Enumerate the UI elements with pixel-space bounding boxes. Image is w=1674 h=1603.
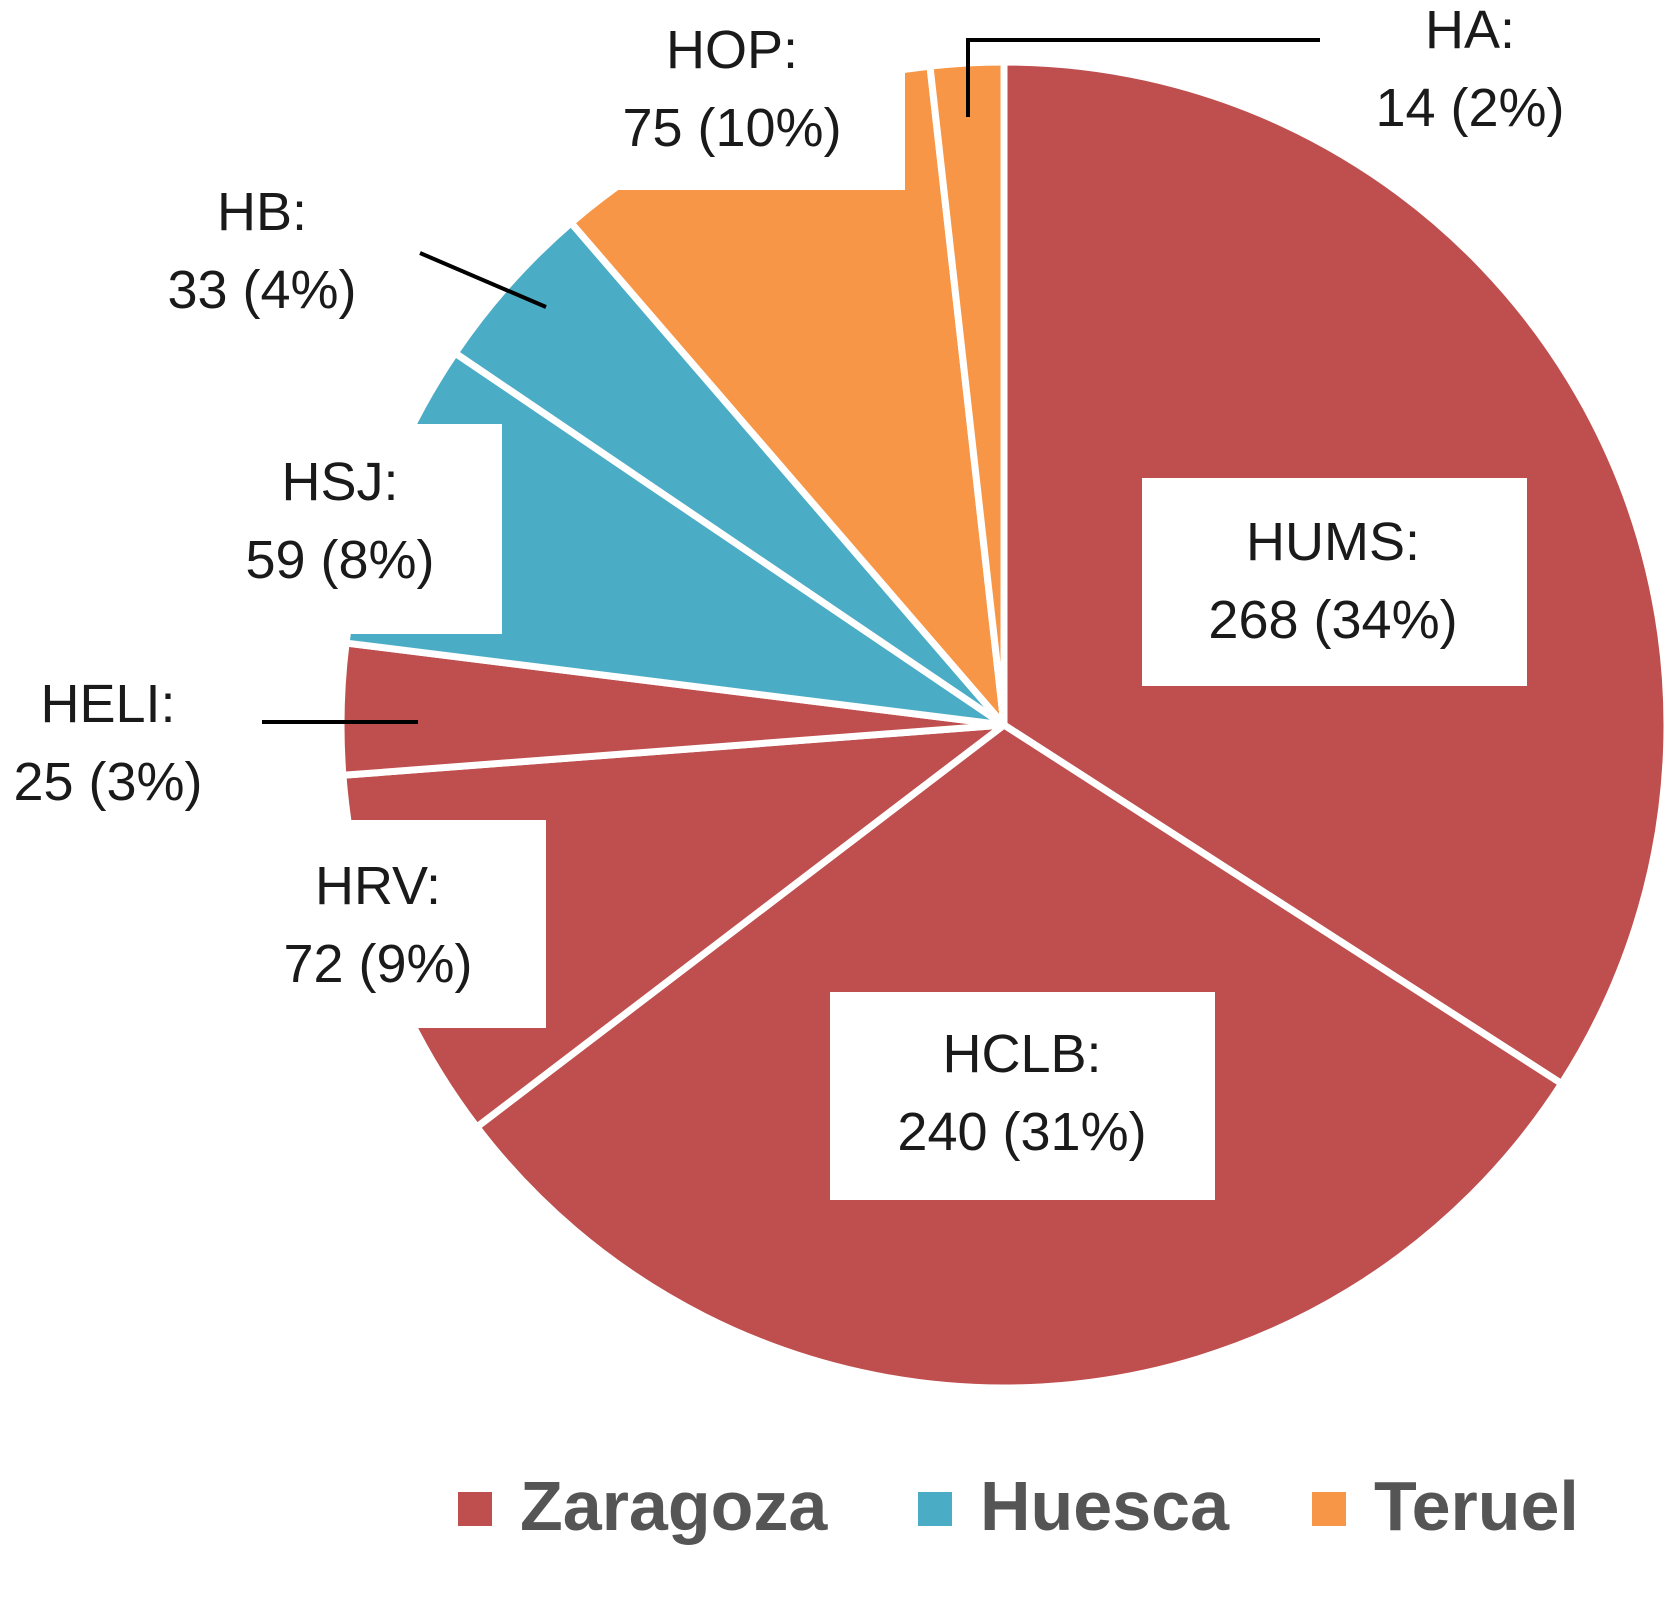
- label-box-hsj: [238, 424, 502, 634]
- label-box-hums: [1142, 478, 1527, 686]
- label-box-hrv: [318, 820, 546, 1028]
- slice-labels-layer: HUMS: 268 (34%) HCLB: 240 (31%) HRV: 72 (9%) H…: [13, 0, 1565, 1200]
- slice-label-name-hrv: HRV:: [315, 856, 441, 916]
- label-box-hclb: [830, 992, 1215, 1200]
- slice-label-name-hsj: HSJ:: [281, 452, 398, 512]
- slice-label-value-hclb: 240 (31%): [897, 1102, 1146, 1162]
- slice-label-value-heli: 25 (3%): [13, 752, 202, 812]
- legend-label-teruel: Teruel: [1374, 1467, 1579, 1545]
- leader-line-hb: [419, 251, 547, 309]
- slice-label-name-hclb: HCLB:: [942, 1024, 1101, 1084]
- slice-label-value-hrv: 72 (9%): [283, 934, 472, 994]
- legend-label-huesca: Huesca: [980, 1467, 1230, 1545]
- slice-label-name-hop: HOP:: [666, 20, 798, 80]
- legend-swatch-zaragoza: [458, 1492, 492, 1526]
- legend: Zaragoza Huesca Teruel: [458, 1467, 1579, 1545]
- slice-label-name-heli: HELI:: [40, 674, 175, 734]
- leader-lines-layer: [262, 38, 1320, 724]
- legend-label-zaragoza: Zaragoza: [520, 1467, 828, 1545]
- slice-label-value-hb: 33 (4%): [167, 260, 356, 320]
- slice-label-name-ha: HA:: [1425, 0, 1515, 60]
- label-box-hop: [545, 0, 905, 190]
- slice-label-value-hsj: 59 (8%): [245, 530, 434, 590]
- slice-label-value-ha: 14 (2%): [1375, 78, 1564, 138]
- slice-label-value-hums: 268 (34%): [1208, 590, 1457, 650]
- leader-line-ha: [966, 38, 1320, 117]
- slice-label-name-hums: HUMS:: [1246, 512, 1420, 572]
- legend-swatch-huesca: [918, 1492, 952, 1526]
- slice-label-value-hop: 75 (10%): [622, 98, 841, 158]
- slice-label-name-hb: HB:: [217, 182, 307, 242]
- legend-swatch-teruel: [1312, 1492, 1346, 1526]
